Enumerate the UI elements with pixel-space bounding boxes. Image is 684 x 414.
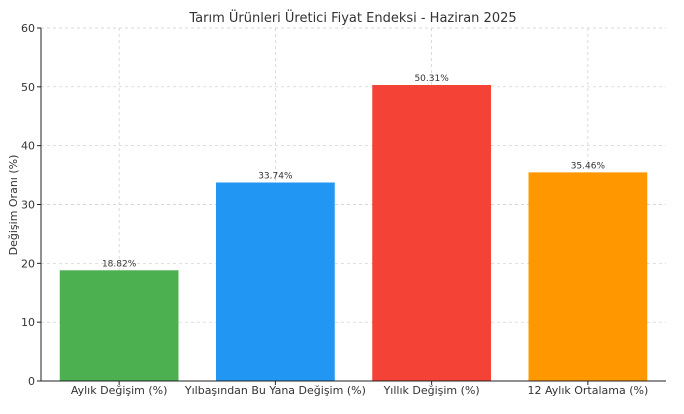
x-tick-label: Yıllık Değişim (%) <box>383 384 480 397</box>
bar <box>59 270 179 381</box>
y-tick-label: 50 <box>21 81 35 94</box>
y-tick-label: 60 <box>21 22 35 35</box>
data-label: 35.46% <box>571 161 606 171</box>
bar <box>216 182 335 381</box>
bar <box>528 172 648 381</box>
y-axis-label: Değişim Oranı (%) <box>7 155 20 256</box>
chart-title: Tarım Ürünleri Üretici Fiyat Endeksi - H… <box>188 9 516 26</box>
y-tick-label: 0 <box>28 375 35 388</box>
x-tick-label: 12 Aylık Ortalama (%) <box>527 384 648 397</box>
y-tick-label: 30 <box>21 199 35 212</box>
data-label: 33.74% <box>258 171 293 181</box>
axes-layer: 0 10 20 30 40 50 60 Aylık Değişim (%) Yılbaşında… <box>21 22 666 397</box>
bars-layer: 18.82% 33.74% 50.31% 35.46% <box>59 74 648 382</box>
data-label: 18.82% <box>102 259 137 269</box>
x-tick-label: Aylık Değişim (%) <box>71 384 168 397</box>
x-tick-label: Yılbaşından Bu Yana Değişim (%) <box>184 384 366 397</box>
y-tick-label: 40 <box>21 140 35 153</box>
bar <box>372 85 491 382</box>
data-label: 50.31% <box>414 74 449 84</box>
y-tick-label: 10 <box>21 316 35 329</box>
y-tick-label: 20 <box>21 257 35 270</box>
